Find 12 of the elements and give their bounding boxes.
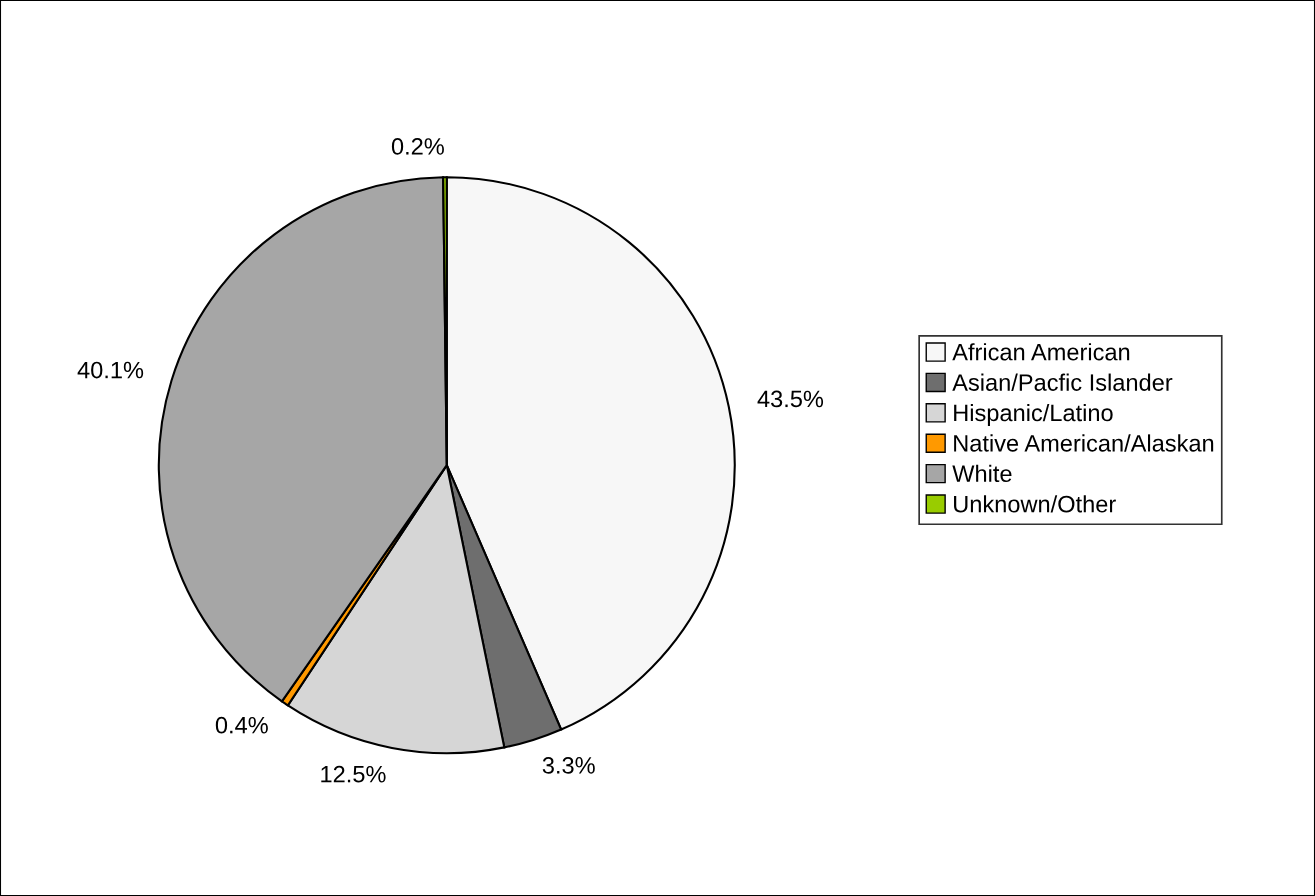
- legend-label: Native American/Alaskan: [954, 434, 1214, 452]
- data-label: 40.1%: [77, 361, 144, 379]
- data-label: 3.3%: [542, 757, 595, 774]
- legend-label: Asian/Pacfic Islander: [952, 373, 1173, 391]
- legend-label: Unknown/Other: [954, 495, 1116, 513]
- legend-label: African American: [952, 343, 1130, 361]
- data-label: 0.2%: [391, 138, 444, 155]
- data-label: 43.5%: [757, 390, 824, 408]
- data-label: 0.4%: [215, 716, 268, 734]
- legend-label: Hispanic/Latino: [954, 403, 1113, 426]
- data-label: 12.5%: [321, 765, 386, 783]
- legend-label: White: [952, 464, 1012, 483]
